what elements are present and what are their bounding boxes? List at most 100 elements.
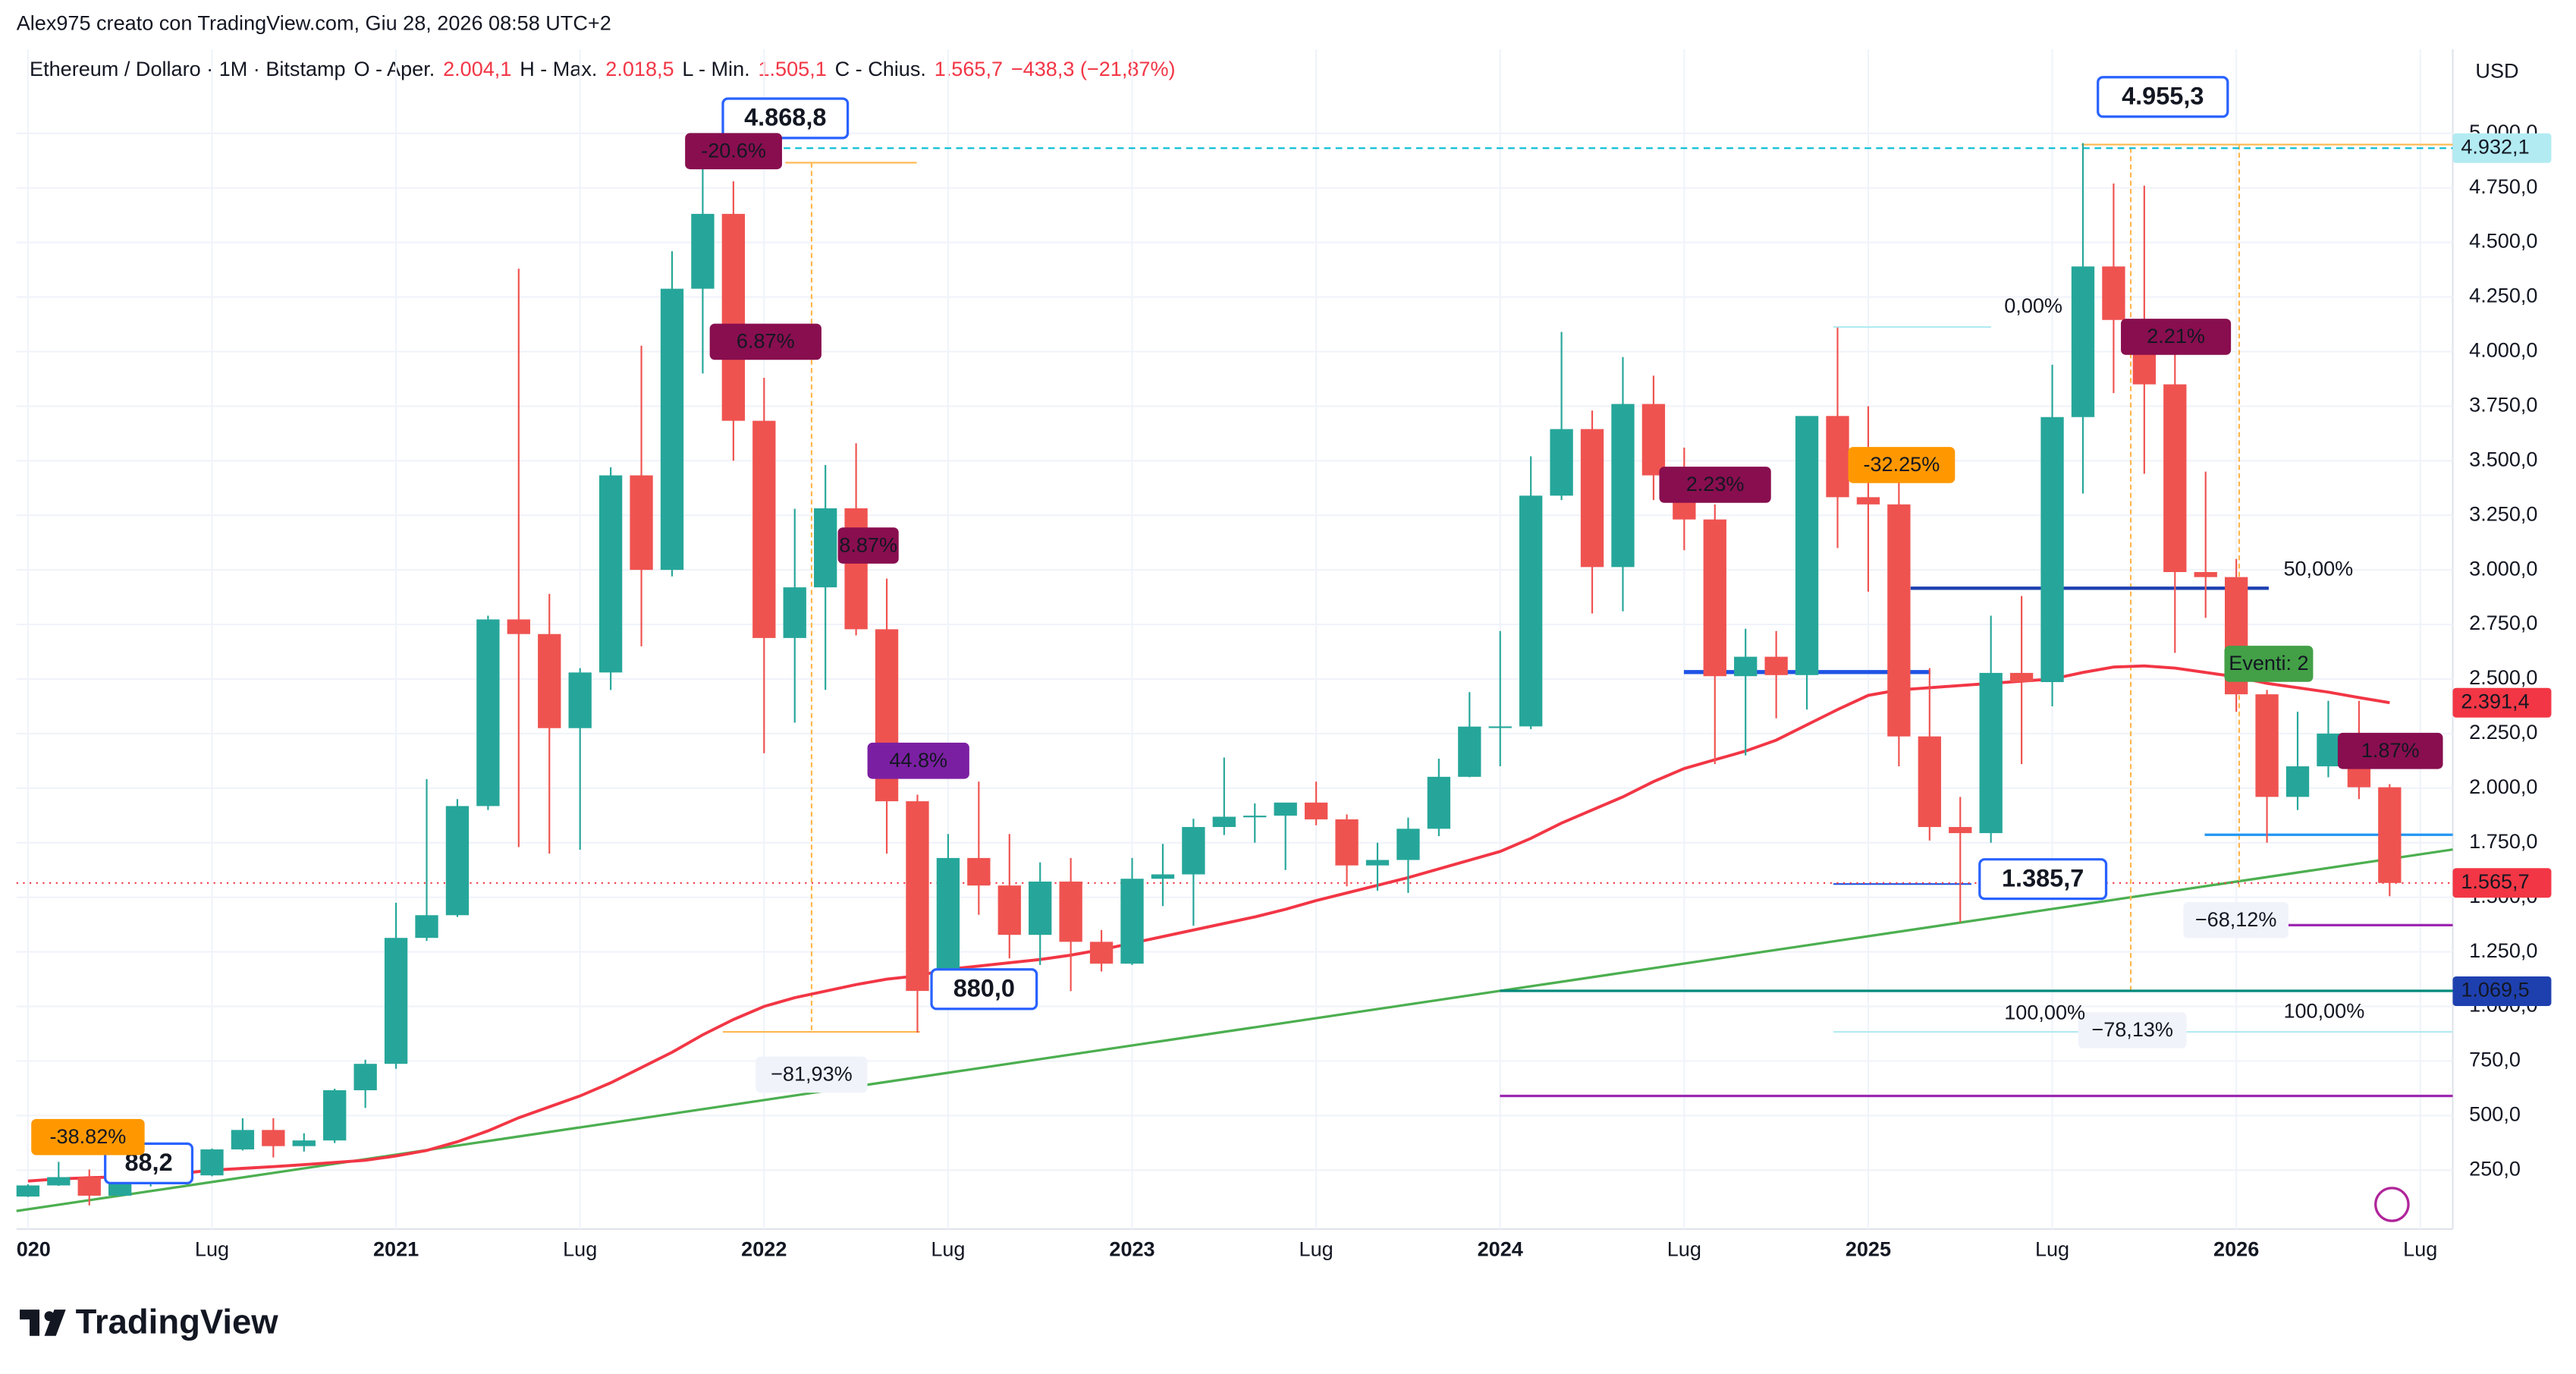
x-tick-label: Lug <box>1299 1237 1334 1260</box>
candle-body <box>721 213 746 421</box>
callout-box <box>2097 76 2229 118</box>
logo: TradingView <box>20 1303 278 1341</box>
x-tick-label: 2023 <box>1109 1237 1154 1260</box>
candle-body <box>1641 404 1666 476</box>
fib-label: 0,00% <box>2004 294 2062 317</box>
candle-body <box>997 885 1021 935</box>
candle-body <box>1550 429 1573 496</box>
currency: USD <box>2475 58 2518 82</box>
x-tick-label: 020 <box>17 1237 51 1260</box>
x-tick-label: Lug <box>931 1237 965 1260</box>
brand: TradingView <box>76 1303 279 1341</box>
candle-body <box>1427 776 1451 829</box>
candle-body <box>1949 827 1972 834</box>
callout-box <box>721 97 850 140</box>
x-tick-label: 2021 <box>373 1237 419 1260</box>
candle-body <box>1519 495 1543 727</box>
legend-part: 2.018,5 <box>605 57 674 80</box>
y-tick-label: 1.250,0 <box>2469 939 2537 962</box>
callout-text: 880,0 <box>953 974 1015 1001</box>
x-tick-label: 2022 <box>741 1237 787 1260</box>
price-label: 1.069,5 <box>2461 978 2529 1001</box>
candle-body <box>2071 266 2095 417</box>
tag-box <box>685 133 782 170</box>
y-tick-label: 4.500,0 <box>2469 229 2537 253</box>
candle-body <box>1151 874 1175 879</box>
measure-text: −68,12% <box>2195 907 2277 931</box>
callout-text: 1.385,7 <box>2002 864 2084 891</box>
candle-body <box>384 938 408 1064</box>
candle-body <box>445 806 470 916</box>
x-tick-label: Lug <box>563 1237 597 1260</box>
tag-text: -38.82% <box>50 1124 127 1148</box>
fib-label: 50,00% <box>2283 557 2353 580</box>
y-tick-label: 4.750,0 <box>2469 175 2537 198</box>
tag-box <box>2121 319 2232 355</box>
fib-label: 100,00% <box>2283 998 2364 1022</box>
candle-body <box>77 1177 101 1196</box>
candle-body <box>814 508 837 588</box>
candle-body <box>1089 942 1114 964</box>
candle-body <box>2378 787 2402 883</box>
candle-body <box>1212 816 1236 828</box>
header: Alex975 creato con TradingView.com, Giu … <box>17 11 611 35</box>
candle-body <box>1243 816 1267 818</box>
candle-body <box>2009 672 2034 683</box>
x-tick-label: 2025 <box>1846 1237 1891 1260</box>
candle-body <box>2102 266 2125 320</box>
candle-body <box>200 1149 224 1176</box>
candle-body <box>1887 504 1911 737</box>
candle-body <box>1734 656 1758 677</box>
tag-box <box>2337 732 2443 769</box>
candle-body <box>1182 827 1205 875</box>
fib-label: 100,00% <box>2004 1000 2085 1023</box>
x-tick-label: Lug <box>2035 1237 2069 1260</box>
candle-body <box>1304 802 1328 819</box>
measure-box <box>756 1056 868 1093</box>
x-tick-label: 2026 <box>2213 1237 2259 1260</box>
candle-body <box>1764 656 1788 675</box>
tag-text: 8.87% <box>839 533 897 556</box>
candle-body <box>1335 819 1359 866</box>
legend-part: O - Aper. <box>353 57 435 80</box>
callout-text: 4.868,8 <box>744 104 826 131</box>
price-label-box <box>2452 976 2552 1007</box>
alert-icon[interactable] <box>2374 1187 2410 1222</box>
legend: Ethereum / Dollaro · 1M · Bitstamp O - Ap… <box>30 57 1176 80</box>
y-tick-label: 2.000,0 <box>2469 775 2537 798</box>
logo-dot <box>44 1311 55 1322</box>
tag-text: -20.6% <box>701 138 766 162</box>
tag-box <box>2224 646 2314 682</box>
tag-text: 1.87% <box>2361 738 2420 762</box>
measure-box <box>2078 1012 2187 1049</box>
candle-body <box>476 619 500 806</box>
legend-part: −438,3 (−21,87%) <box>1011 57 1176 80</box>
legend-part: 1.505,1 <box>758 57 826 80</box>
candle-body <box>1856 497 1880 505</box>
candle-body <box>2255 694 2279 797</box>
tag-box <box>1659 467 1771 503</box>
y-tick-label: 2.250,0 <box>2469 720 2537 744</box>
legend-part: L - Min. <box>682 57 749 80</box>
tag-box <box>1848 447 1956 483</box>
candle-body <box>783 587 806 638</box>
candle-body <box>1795 416 1819 675</box>
candle-body <box>967 857 991 886</box>
candle-body <box>47 1177 71 1186</box>
candle-body <box>1274 802 1297 816</box>
candle-body <box>2040 417 2064 683</box>
price-label: 1.565,7 <box>2461 869 2529 893</box>
y-tick-label: 3.750,0 <box>2469 393 2537 417</box>
tag-text: 44.8% <box>889 748 947 772</box>
candle-body <box>2317 733 2340 767</box>
legend-part: 1.565,7 <box>935 57 1003 80</box>
candle-body <box>1458 726 1481 777</box>
price-label-box <box>2452 868 2552 898</box>
candle-body <box>2194 572 2217 577</box>
y-tick-label: 3.250,0 <box>2469 501 2537 525</box>
candle-body <box>231 1130 255 1149</box>
candle-body <box>1611 404 1635 568</box>
